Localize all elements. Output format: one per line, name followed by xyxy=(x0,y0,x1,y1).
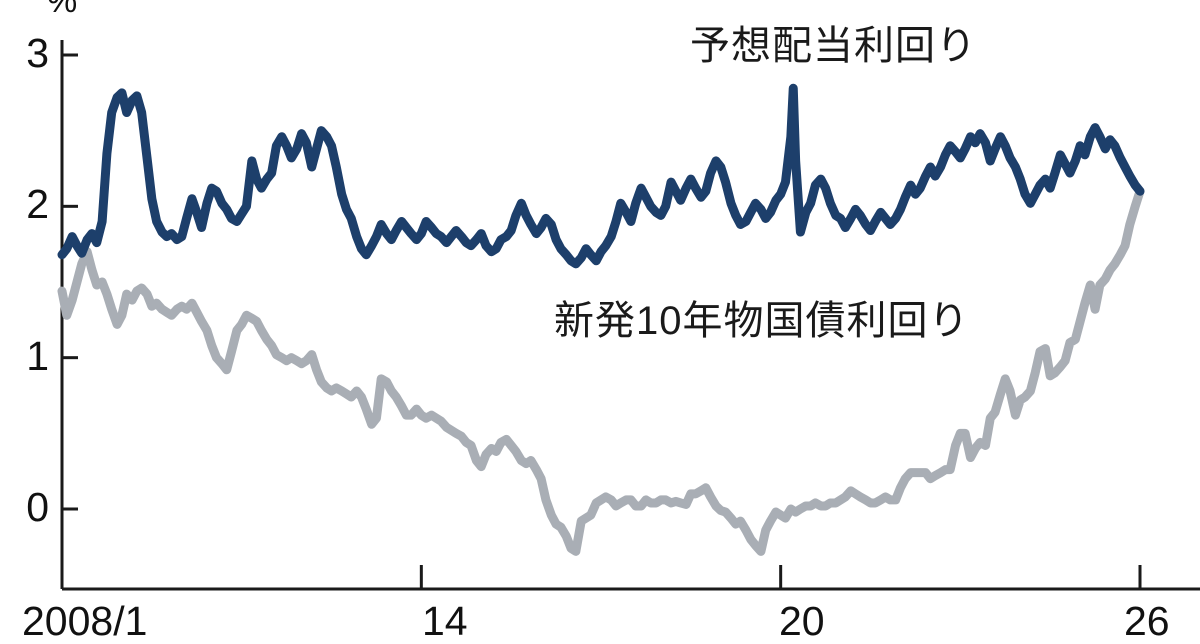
series-annotation-dividend-yield: 予想配当利回り xyxy=(690,24,977,68)
y-tick-label-0: 0 xyxy=(26,484,49,530)
series-line-dividend-yield xyxy=(57,83,1145,269)
y-tick-label-2: 2 xyxy=(26,181,49,227)
y-tick-label-1: 1 xyxy=(26,333,49,379)
y-tick-label-3: 3 xyxy=(26,30,49,76)
x-tick-marks xyxy=(60,565,1142,589)
chart-root: % 3 2 1 0 2008/1 14 20 26 予想配当利回り 新発10年物… xyxy=(22,0,1200,642)
y-tick-marks xyxy=(62,53,78,511)
series-line-jgb-yield xyxy=(57,186,1145,556)
y-axis-unit-label: % xyxy=(47,0,78,20)
plot-area xyxy=(57,40,1200,591)
axis-group xyxy=(60,40,1200,591)
series-annotation-jgb-yield: 新発10年物国債利回り xyxy=(554,299,970,343)
